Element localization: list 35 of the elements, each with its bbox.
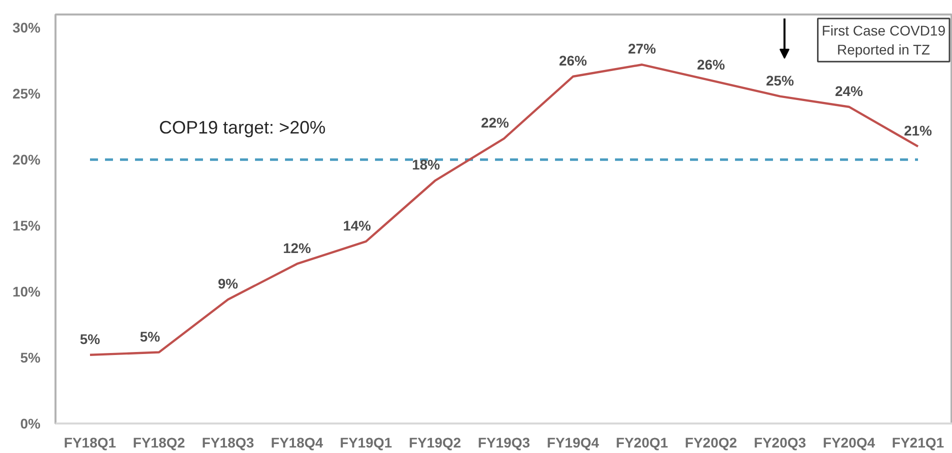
x-tick-label: FY19Q2 [408, 434, 462, 450]
data-label: 21% [904, 122, 933, 138]
x-tick-label: FY18Q1 [64, 434, 116, 450]
y-tick-label: 10% [12, 284, 42, 300]
y-tick-label: 15% [12, 218, 42, 234]
annotation: First Case COVD19 Reported in TZ [822, 22, 946, 58]
x-tick-label: FY18Q3 [202, 434, 254, 450]
data-label: 18% [412, 156, 441, 173]
data-label: 27% [628, 40, 657, 57]
x-tick-label: FY18Q2 [132, 434, 186, 450]
x-tick-label: FY20Q1 [616, 434, 668, 450]
y-tick-label: 0% [20, 416, 42, 432]
data-label: 5% [140, 328, 161, 344]
x-tick-label: FY20Q3 [754, 434, 806, 450]
x-tick-label: FY20Q4 [822, 434, 876, 450]
x-tick-label: FY18Q4 [270, 434, 324, 450]
x-tick-label: FY21Q1 [892, 434, 944, 450]
x-tick-label: FY19Q1 [340, 434, 392, 450]
data-label: 26% [696, 56, 726, 72]
y-tick-label: 30% [12, 20, 42, 36]
data-label: 26% [558, 52, 588, 69]
data-label: 5% [80, 330, 101, 347]
data-label: 22% [480, 114, 510, 131]
data-label: 12% [282, 240, 312, 256]
x-tick-label: FY20Q2 [684, 434, 738, 450]
data-label: 25% [766, 72, 795, 88]
y-tick-label: 5% [20, 350, 42, 366]
y-tick-label: 20% [12, 152, 42, 168]
data-label: 9% [218, 275, 239, 292]
data-label: 14% [342, 217, 372, 234]
x-tick-label: FY19Q4 [546, 434, 600, 450]
x-tick-label: FY19Q3 [478, 434, 530, 450]
ref-line-label: COP19 target: >20% [159, 118, 326, 138]
y-tick-label: 25% [12, 86, 42, 102]
data-label: 24% [834, 82, 864, 99]
